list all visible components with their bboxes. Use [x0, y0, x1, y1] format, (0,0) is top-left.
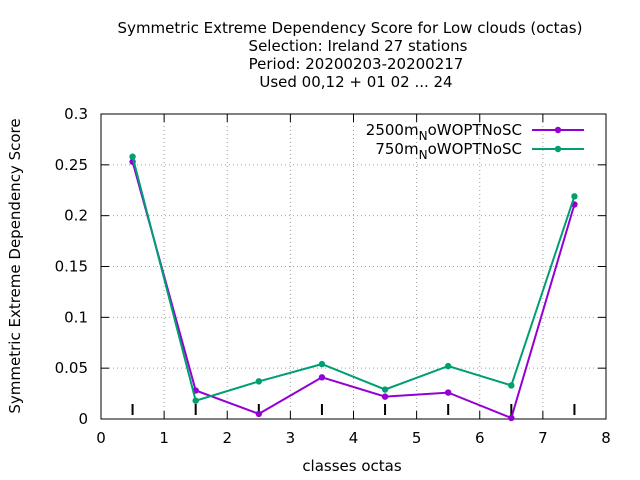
legend-subscript: N [419, 129, 428, 143]
legend-label: 2500mNoWOPTNoSC [366, 121, 522, 143]
legend-label: 750mNoWOPTNoSC [375, 140, 522, 162]
y-tick-label: 0.2 [64, 207, 88, 225]
y-tick-label: 0.1 [64, 308, 88, 326]
data-point [318, 374, 326, 381]
data-point [444, 389, 452, 396]
legend-marker [554, 126, 562, 134]
y-tick-label: 0.05 [55, 359, 88, 377]
series-line-1 [131, 156, 576, 402]
x-axis-label: classes octas [302, 457, 402, 475]
x-tick-label: 1 [159, 429, 169, 447]
data-point [192, 397, 199, 404]
y-tick-label: 0 [78, 410, 88, 428]
x-tick-labels: 0 1 2 3 4 5 6 7 8 [96, 429, 611, 447]
x-minor-ticks [131, 404, 576, 415]
x-tick-label: 5 [412, 429, 422, 447]
data-point [129, 153, 136, 160]
legend-suffix: oWOPTNoSC [428, 121, 522, 139]
data-point [571, 193, 578, 200]
chart-title-line: Selection: Ireland 27 stations [249, 37, 468, 55]
chart-title-line: Used 00,12 + 01 02 ... 24 [259, 73, 452, 91]
legend-marker [554, 145, 562, 153]
legend-subscript: N [419, 148, 428, 162]
legend-suffix: oWOPTNoSC [428, 140, 522, 158]
y-tick-label: 0.25 [55, 156, 88, 174]
data-point [255, 410, 263, 418]
data-point [508, 382, 515, 389]
series [129, 153, 578, 422]
grid [100, 113, 607, 420]
y-axis-label: Symmetric Extreme Dependency Score [6, 118, 24, 413]
plot-frame [100, 113, 607, 420]
chart-title-line: Period: 20200203-20200217 [249, 55, 464, 73]
legend-name: 750m [375, 140, 418, 158]
legend-name: 2500m [366, 121, 419, 139]
x-tick-label: 7 [538, 429, 548, 447]
data-point [381, 393, 389, 400]
data-point [318, 360, 326, 368]
y-tick-label: 0.3 [64, 105, 88, 123]
data-point [381, 386, 389, 393]
data-point [508, 414, 515, 422]
x-tick-label: 6 [475, 429, 485, 447]
chart-title-line: Symmetric Extreme Dependency Score for L… [118, 19, 583, 37]
data-point [255, 378, 263, 385]
x-tick-label: 2 [222, 429, 232, 447]
x-tick-label: 4 [349, 429, 359, 447]
x-tick-label: 0 [96, 429, 106, 447]
x-tick-label: 3 [286, 429, 296, 447]
series-line-0 [131, 161, 576, 420]
y-tick-label: 0.15 [55, 258, 88, 276]
data-point [444, 362, 452, 370]
y-tick-labels: 0 0.05 0.1 0.15 0.2 0.25 0.3 [55, 105, 88, 428]
chart-title: Symmetric Extreme Dependency Score for L… [118, 19, 583, 91]
x-tick-label: 8 [601, 429, 611, 447]
